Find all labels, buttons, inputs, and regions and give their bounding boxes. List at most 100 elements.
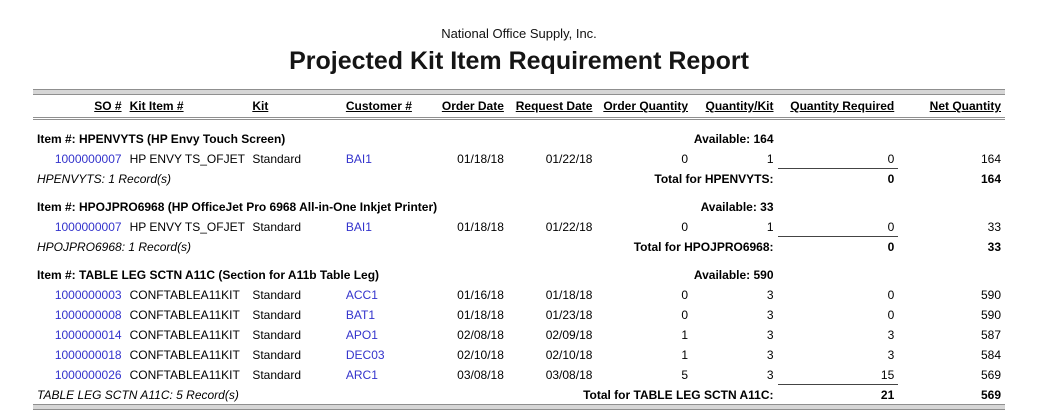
customer-link[interactable]: BAT1 xyxy=(345,308,375,322)
customer-link[interactable]: DEC03 xyxy=(345,348,385,362)
available-label: Available: 590 xyxy=(693,268,774,282)
so-link[interactable]: 1000000003 xyxy=(54,288,122,302)
customer-cell: ARC1 xyxy=(342,364,420,384)
available-label: Available: 33 xyxy=(700,200,774,214)
so-link[interactable]: 1000000007 xyxy=(54,152,122,166)
quantity-per-kit-cell: 3 xyxy=(766,288,774,302)
company-name: National Office Supply, Inc. xyxy=(441,26,597,41)
group-footer-row: HPOJPRO6968: 1 Record(s) Total for HPOJP… xyxy=(33,235,1005,256)
spacer-cell xyxy=(778,256,1005,284)
so-link[interactable]: 1000000018 xyxy=(54,348,122,362)
col-header-order-quantity: Order Quantity xyxy=(596,95,692,120)
customer-cell: BAT1 xyxy=(342,304,420,324)
quantity-per-kit-cell: 3 xyxy=(766,368,774,382)
order-quantity-cell: 1 xyxy=(681,328,688,342)
separator-top xyxy=(33,89,1005,95)
request-date-cell: 01/23/18 xyxy=(545,308,593,322)
order-date-cell: 02/08/18 xyxy=(457,328,504,342)
quantity-required-cell: 0 xyxy=(887,151,895,166)
order-date-cell: 01/18/18 xyxy=(457,152,504,166)
page-title: Projected Kit Item Requirement Report xyxy=(289,47,749,75)
customer-cell: BAI1 xyxy=(342,216,420,236)
table-row: 1000000014 CONFTABLEA11KIT Standard APO1… xyxy=(33,324,1005,344)
order-quantity-cell: 1 xyxy=(681,348,688,362)
col-header-order-date: Order Date xyxy=(420,95,508,120)
quantity-per-kit-cell: 3 xyxy=(766,328,774,342)
request-date-cell: 02/10/18 xyxy=(545,348,593,362)
report-table: SO # Kit Item # Kit Customer # Order Dat… xyxy=(33,95,1005,404)
quantity-per-kit-cell: 3 xyxy=(766,348,774,362)
order-date-cell: 01/16/18 xyxy=(457,288,504,302)
so-cell: 1000000008 xyxy=(33,304,126,324)
so-link[interactable]: 1000000014 xyxy=(54,328,122,342)
customer-link[interactable]: ACC1 xyxy=(345,288,378,302)
group-total-net: 569 xyxy=(980,388,1001,402)
net-quantity-cell: 569 xyxy=(980,368,1001,382)
so-cell: 1000000007 xyxy=(33,148,126,168)
quantity-per-kit-cell: 1 xyxy=(766,220,774,234)
group-header-row: Item #: TABLE LEG SCTN A11C (Section for… xyxy=(33,256,1005,284)
customer-link[interactable]: BAI1 xyxy=(345,220,372,234)
quantity-required-cell: 0 xyxy=(887,219,895,234)
item-label: Item #: HPOJPRO6968 (HP OfficeJet Pro 69… xyxy=(37,200,438,214)
col-header-kit-item: Kit Item # xyxy=(125,95,249,120)
kit-item-cell: HP ENVY TS_OFJET xyxy=(129,152,245,166)
records-count: HPOJPRO6968: 1 Record(s) xyxy=(37,240,192,254)
so-cell: 1000000018 xyxy=(33,344,126,364)
order-date-cell: 01/18/18 xyxy=(457,220,504,234)
customer-cell: BAI1 xyxy=(342,148,420,168)
table-row: 1000000026 CONFTABLEA11KIT Standard ARC1… xyxy=(33,364,1005,384)
column-header-row: SO # Kit Item # Kit Customer # Order Dat… xyxy=(33,95,1005,120)
so-cell: 1000000003 xyxy=(33,284,126,304)
spacer-cell xyxy=(778,188,1005,216)
order-date-cell: 03/08/18 xyxy=(457,368,504,382)
kit-cell: Standard xyxy=(252,308,302,322)
group-total-label: Total for HPOJPRO6968: xyxy=(633,240,774,254)
table-row: 1000000003 CONFTABLEA11KIT Standard ACC1… xyxy=(33,284,1005,304)
spacer-cell xyxy=(778,119,1005,149)
records-count: HPENVYTS: 1 Record(s) xyxy=(37,172,172,186)
col-header-so: SO # xyxy=(33,95,126,120)
customer-link[interactable]: APO1 xyxy=(345,328,378,342)
request-date-cell: 01/22/18 xyxy=(545,152,593,166)
available-label: Available: 164 xyxy=(693,132,774,146)
group-total-label: Total for HPENVYTS: xyxy=(654,172,774,186)
net-quantity-cell: 164 xyxy=(980,152,1001,166)
kit-item-cell: CONFTABLEA11KIT xyxy=(129,308,240,322)
quantity-required-cell: 0 xyxy=(887,288,895,302)
group-total-required: 0 xyxy=(777,235,899,256)
order-date-cell: 01/18/18 xyxy=(457,308,504,322)
customer-link[interactable]: BAI1 xyxy=(345,152,372,166)
kit-item-cell: CONFTABLEA11KIT xyxy=(129,328,240,342)
so-cell: 1000000014 xyxy=(33,324,126,344)
col-header-quantity-required: Quantity Required xyxy=(777,95,899,120)
order-quantity-cell: 0 xyxy=(681,220,688,234)
group-total-net: 33 xyxy=(987,240,1001,254)
group-header-row: Item #: HPENVYTS (HP Envy Touch Screen) … xyxy=(33,119,1005,149)
col-header-kit: Kit xyxy=(248,95,342,120)
so-link[interactable]: 1000000007 xyxy=(54,220,122,234)
kit-cell: Standard xyxy=(252,348,302,362)
so-link[interactable]: 1000000026 xyxy=(54,368,122,382)
request-date-cell: 02/09/18 xyxy=(545,328,593,342)
quantity-per-kit-cell: 1 xyxy=(766,152,774,166)
so-cell: 1000000026 xyxy=(33,364,126,384)
customer-cell: ACC1 xyxy=(342,284,420,304)
kit-item-cell: HP ENVY TS_OFJET xyxy=(129,220,245,234)
table-row: 1000000007 HP ENVY TS_OFJET Standard BAI… xyxy=(33,148,1005,168)
kit-cell: Standard xyxy=(252,328,302,342)
kit-cell: Standard xyxy=(252,220,302,234)
quantity-required-cell: 3 xyxy=(887,328,895,342)
kit-item-cell: CONFTABLEA11KIT xyxy=(129,348,240,362)
net-quantity-cell: 590 xyxy=(980,308,1001,322)
group-total-required: 21 xyxy=(777,383,899,404)
request-date-cell: 03/08/18 xyxy=(545,368,593,382)
separator-bottom xyxy=(33,404,1005,410)
customer-link[interactable]: ARC1 xyxy=(345,368,378,382)
order-quantity-cell: 0 xyxy=(681,152,688,166)
so-link[interactable]: 1000000008 xyxy=(54,308,122,322)
kit-item-cell: CONFTABLEA11KIT xyxy=(129,368,240,382)
so-cell: 1000000007 xyxy=(33,216,126,236)
kit-item-cell: CONFTABLEA11KIT xyxy=(129,288,240,302)
